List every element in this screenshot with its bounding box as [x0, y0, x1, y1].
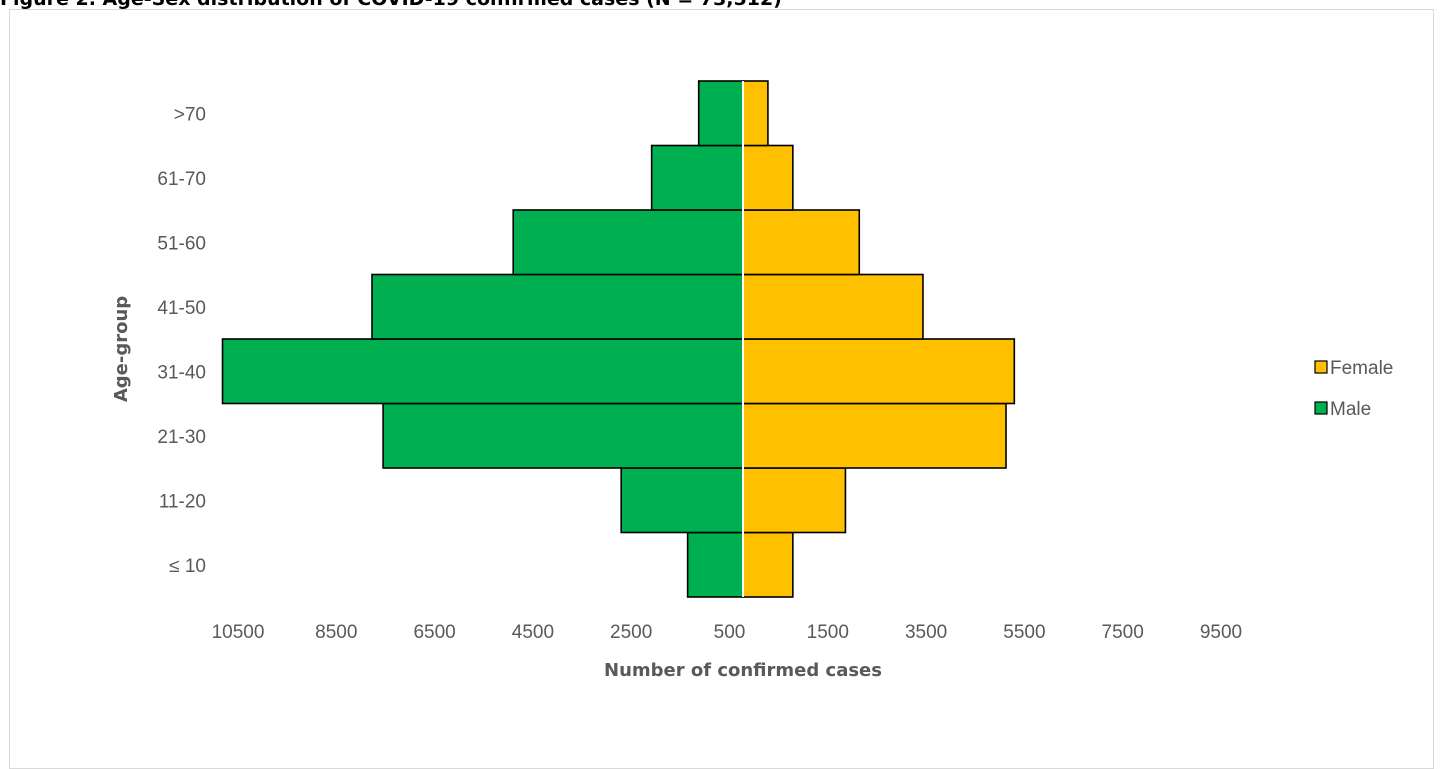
x-tick-label: 500 [714, 622, 746, 643]
y-axis-title: Age-group [111, 296, 132, 402]
x-tick-label: 5500 [1003, 622, 1045, 643]
legend-label-female: Female [1330, 358, 1393, 379]
bar-female-1 [742, 467, 847, 534]
x-tick-labels: 10500 8500 6500 4500 2500 500 1500 3500 5500 7500… [212, 622, 1243, 643]
bar-female-2 [742, 402, 1007, 469]
bar-female-7 [742, 80, 769, 147]
y-tick-label: 11-20 [159, 491, 206, 512]
bar-male-7 [697, 80, 744, 147]
y-tick-labels: ≤ 10 11-20 21-30 31-40 41-50 51-60 61-70 >70 [157, 104, 206, 577]
y-tick-label: 31-40 [157, 362, 206, 383]
x-tick-label: 9500 [1200, 622, 1242, 643]
bar-male-6 [650, 144, 744, 211]
x-tick-label: 2500 [610, 622, 652, 643]
bar-female-6 [742, 144, 794, 211]
y-tick-label: ≤ 10 [169, 556, 206, 577]
bar-male-2 [382, 402, 744, 469]
bar-male-4 [371, 273, 744, 340]
y-tick-label: 51-60 [157, 233, 206, 254]
x-tick-label: 4500 [512, 622, 554, 643]
chart-area: ≤ 10 11-20 21-30 31-40 41-50 51-60 61-70 >70 10… [9, 9, 1434, 769]
legend-swatch-male [1314, 401, 1328, 415]
bar-female-0 [742, 531, 794, 598]
legend-label-male: Male [1330, 399, 1371, 420]
x-tick-label: 6500 [413, 622, 455, 643]
page-title: Figure 2. Age-Sex distribution of COVID-… [0, 0, 1444, 12]
y-tick-label: 61-70 [157, 169, 206, 190]
x-tick-label: 7500 [1102, 622, 1144, 643]
y-tick-label: 21-30 [157, 427, 206, 448]
bar-female-5 [742, 209, 861, 276]
bar-male-1 [620, 467, 744, 534]
bar-female-3 [742, 338, 1016, 405]
bar-male-0 [686, 531, 744, 598]
x-tick-label: 1500 [807, 622, 849, 643]
y-tick-label: >70 [174, 104, 206, 125]
bars [221, 80, 1016, 598]
bar-male-3 [221, 338, 744, 405]
x-tick-label: 3500 [905, 622, 947, 643]
x-tick-label: 10500 [212, 622, 265, 643]
legend: Female Male [1314, 358, 1393, 420]
x-tick-label: 8500 [315, 622, 357, 643]
bar-male-5 [512, 209, 744, 276]
y-tick-label: 41-50 [157, 298, 206, 319]
x-axis-title: Number of confirmed cases [604, 660, 882, 681]
population-pyramid-chart: ≤ 10 11-20 21-30 31-40 41-50 51-60 61-70 >70 10… [111, 80, 1393, 681]
legend-swatch-female [1314, 360, 1328, 374]
bar-female-4 [742, 273, 924, 340]
